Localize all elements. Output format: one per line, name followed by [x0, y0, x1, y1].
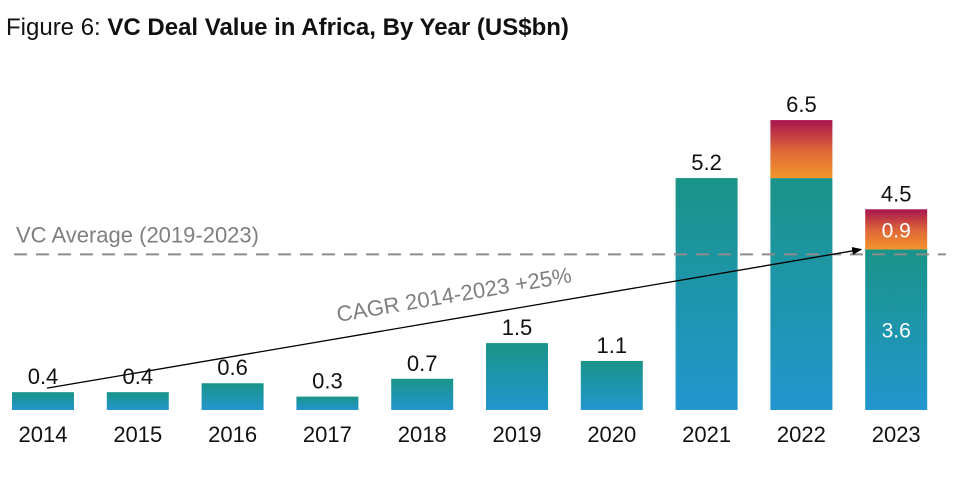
- bar-2023: [865, 249, 928, 410]
- bar-2020: [580, 360, 643, 410]
- segment-label-base-2023: 3.6: [882, 320, 911, 343]
- bar-2018: [391, 378, 454, 410]
- bar-2019: [486, 343, 548, 410]
- value-label-2019: 1.5: [502, 315, 533, 340]
- title-prefix: Figure 6:: [6, 14, 108, 41]
- x-tick-label-2020: 2020: [587, 422, 636, 447]
- value-label-2018: 0.7: [407, 351, 438, 376]
- average-line-label: VC Average (2019-2023): [16, 222, 259, 247]
- value-label-2015: 0.4: [123, 364, 154, 389]
- bar-2014: [12, 392, 74, 410]
- x-tick-label-2014: 2014: [19, 422, 68, 447]
- chart-title: Figure 6: VC Deal Value in Africa, By Ye…: [6, 14, 569, 42]
- value-label-2020: 1.1: [597, 333, 628, 358]
- bar-2022: [770, 178, 833, 410]
- bar-2021: [675, 178, 738, 410]
- value-label-2023: 4.5: [881, 181, 912, 206]
- x-tick-label-2022: 2022: [777, 422, 826, 447]
- bar-segment-top-2022: [770, 120, 833, 179]
- value-label-2022: 6.5: [786, 92, 817, 117]
- x-tick-label-2021: 2021: [682, 422, 731, 447]
- value-label-2014: 0.4: [28, 364, 59, 389]
- cagr-arrow: [46, 247, 863, 389]
- x-tick-label-2023: 2023: [872, 422, 921, 447]
- title-main: VC Deal Value in Africa, By Year (US$bn): [107, 14, 569, 41]
- x-tick-label-2017: 2017: [303, 422, 352, 447]
- bar-2015: [106, 392, 169, 410]
- bar-2016: [201, 383, 264, 410]
- value-label-2017: 0.3: [312, 369, 343, 394]
- bar-2017: [296, 396, 359, 410]
- cagr-label: CAGR 2014-2023 +25%: [335, 262, 574, 327]
- segment-label-top-2023: 0.9: [882, 219, 911, 242]
- x-tick-label-2015: 2015: [113, 422, 162, 447]
- x-tick-label-2018: 2018: [398, 422, 447, 447]
- value-label-2021: 5.2: [691, 150, 722, 175]
- bar-segment-top-2023: [865, 209, 928, 250]
- x-tick-label-2019: 2019: [493, 422, 542, 447]
- value-label-2016: 0.6: [217, 355, 248, 380]
- x-tick-label-2016: 2016: [208, 422, 257, 447]
